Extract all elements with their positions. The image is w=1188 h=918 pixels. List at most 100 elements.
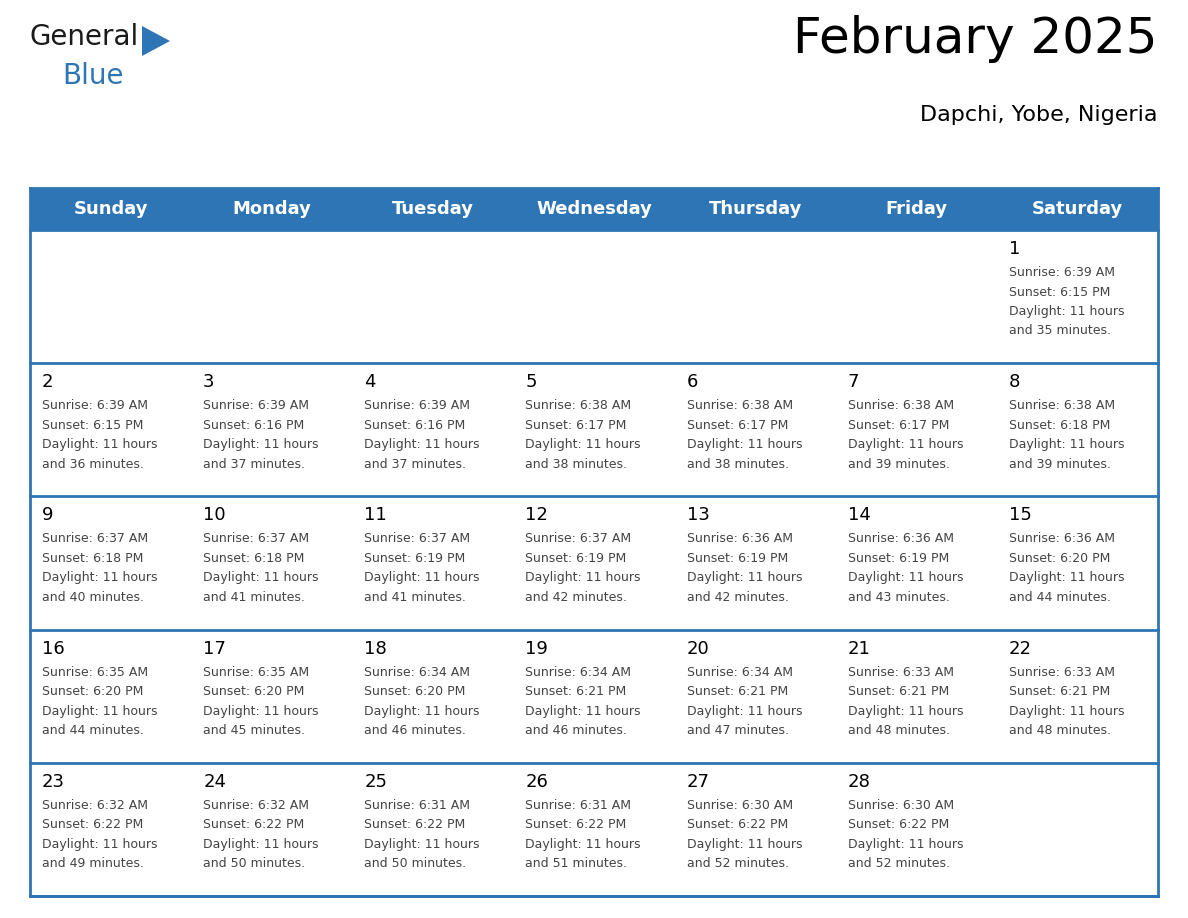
Text: Daylight: 11 hours: Daylight: 11 hours <box>525 838 642 851</box>
Text: 12: 12 <box>525 507 549 524</box>
Bar <box>353 630 513 763</box>
Text: and 47 minutes.: and 47 minutes. <box>687 724 789 737</box>
Bar <box>513 230 675 364</box>
Text: 16: 16 <box>42 640 65 657</box>
Text: 19: 19 <box>525 640 549 657</box>
Text: Daylight: 11 hours: Daylight: 11 hours <box>848 438 963 452</box>
Bar <box>835 497 997 630</box>
Text: and 52 minutes.: and 52 minutes. <box>848 857 949 870</box>
Bar <box>353 497 513 630</box>
Text: and 52 minutes.: and 52 minutes. <box>687 857 789 870</box>
Text: Tuesday: Tuesday <box>392 200 474 218</box>
Text: and 45 minutes.: and 45 minutes. <box>203 724 305 737</box>
Text: Daylight: 11 hours: Daylight: 11 hours <box>1009 438 1124 452</box>
Bar <box>835 230 997 364</box>
Text: and 37 minutes.: and 37 minutes. <box>203 458 305 471</box>
Text: Friday: Friday <box>885 200 947 218</box>
Text: Daylight: 11 hours: Daylight: 11 hours <box>848 571 963 585</box>
Text: Sunrise: 6:35 AM: Sunrise: 6:35 AM <box>203 666 309 678</box>
Text: and 43 minutes.: and 43 minutes. <box>848 591 949 604</box>
Text: Sunset: 6:22 PM: Sunset: 6:22 PM <box>848 818 949 832</box>
Text: Daylight: 11 hours: Daylight: 11 hours <box>42 438 158 452</box>
Text: and 36 minutes.: and 36 minutes. <box>42 458 144 471</box>
Bar <box>191 630 353 763</box>
Text: and 44 minutes.: and 44 minutes. <box>42 724 144 737</box>
Bar <box>191 763 353 896</box>
Text: Daylight: 11 hours: Daylight: 11 hours <box>1009 705 1124 718</box>
Bar <box>30 630 191 763</box>
Text: and 50 minutes.: and 50 minutes. <box>203 857 305 870</box>
Text: and 41 minutes.: and 41 minutes. <box>365 591 466 604</box>
Text: Sunrise: 6:35 AM: Sunrise: 6:35 AM <box>42 666 148 678</box>
Text: 27: 27 <box>687 773 709 790</box>
Bar <box>191 230 353 364</box>
Text: Sunset: 6:19 PM: Sunset: 6:19 PM <box>687 552 788 565</box>
Text: Sunrise: 6:37 AM: Sunrise: 6:37 AM <box>42 532 148 545</box>
Text: Sunrise: 6:37 AM: Sunrise: 6:37 AM <box>525 532 632 545</box>
Text: 15: 15 <box>1009 507 1031 524</box>
Polygon shape <box>143 26 170 56</box>
Bar <box>675 497 835 630</box>
Text: Sunset: 6:20 PM: Sunset: 6:20 PM <box>42 685 144 698</box>
Text: Monday: Monday <box>233 200 311 218</box>
Text: Sunrise: 6:37 AM: Sunrise: 6:37 AM <box>203 532 309 545</box>
Text: 3: 3 <box>203 374 215 391</box>
Text: Sunrise: 6:38 AM: Sunrise: 6:38 AM <box>1009 399 1116 412</box>
Text: General: General <box>30 23 139 51</box>
Text: Daylight: 11 hours: Daylight: 11 hours <box>848 838 963 851</box>
Text: Daylight: 11 hours: Daylight: 11 hours <box>365 705 480 718</box>
Bar <box>353 364 513 497</box>
Text: 17: 17 <box>203 640 226 657</box>
Text: Daylight: 11 hours: Daylight: 11 hours <box>1009 305 1124 318</box>
Text: Sunrise: 6:36 AM: Sunrise: 6:36 AM <box>1009 532 1114 545</box>
Text: Sunset: 6:19 PM: Sunset: 6:19 PM <box>525 552 627 565</box>
Text: Sunset: 6:19 PM: Sunset: 6:19 PM <box>365 552 466 565</box>
Text: Sunrise: 6:32 AM: Sunrise: 6:32 AM <box>42 799 148 812</box>
Text: Sunset: 6:19 PM: Sunset: 6:19 PM <box>848 552 949 565</box>
Bar <box>513 497 675 630</box>
Bar <box>997 630 1158 763</box>
Text: Sunrise: 6:32 AM: Sunrise: 6:32 AM <box>203 799 309 812</box>
Text: Sunset: 6:21 PM: Sunset: 6:21 PM <box>687 685 788 698</box>
Text: Sunset: 6:18 PM: Sunset: 6:18 PM <box>42 552 144 565</box>
Text: 5: 5 <box>525 374 537 391</box>
Text: 20: 20 <box>687 640 709 657</box>
Text: Daylight: 11 hours: Daylight: 11 hours <box>848 705 963 718</box>
Bar <box>353 763 513 896</box>
Text: Sunset: 6:21 PM: Sunset: 6:21 PM <box>1009 685 1110 698</box>
Text: Sunrise: 6:33 AM: Sunrise: 6:33 AM <box>848 666 954 678</box>
Text: Sunset: 6:22 PM: Sunset: 6:22 PM <box>525 818 627 832</box>
Bar <box>997 497 1158 630</box>
Text: Dapchi, Yobe, Nigeria: Dapchi, Yobe, Nigeria <box>921 105 1158 125</box>
Text: Daylight: 11 hours: Daylight: 11 hours <box>42 571 158 585</box>
Text: Daylight: 11 hours: Daylight: 11 hours <box>1009 571 1124 585</box>
Text: Sunset: 6:20 PM: Sunset: 6:20 PM <box>1009 552 1111 565</box>
Bar <box>30 230 191 364</box>
Text: and 46 minutes.: and 46 minutes. <box>365 724 466 737</box>
Text: and 46 minutes.: and 46 minutes. <box>525 724 627 737</box>
Text: Daylight: 11 hours: Daylight: 11 hours <box>365 838 480 851</box>
Text: and 37 minutes.: and 37 minutes. <box>365 458 466 471</box>
Text: 28: 28 <box>848 773 871 790</box>
Text: Sunset: 6:16 PM: Sunset: 6:16 PM <box>203 419 304 431</box>
Bar <box>513 763 675 896</box>
Text: and 42 minutes.: and 42 minutes. <box>687 591 789 604</box>
Text: Daylight: 11 hours: Daylight: 11 hours <box>203 705 318 718</box>
Text: Sunrise: 6:33 AM: Sunrise: 6:33 AM <box>1009 666 1114 678</box>
Text: and 49 minutes.: and 49 minutes. <box>42 857 144 870</box>
Text: Sunset: 6:22 PM: Sunset: 6:22 PM <box>42 818 144 832</box>
Text: and 39 minutes.: and 39 minutes. <box>848 458 949 471</box>
Text: Daylight: 11 hours: Daylight: 11 hours <box>203 438 318 452</box>
Text: and 48 minutes.: and 48 minutes. <box>1009 724 1111 737</box>
Text: Sunrise: 6:37 AM: Sunrise: 6:37 AM <box>365 532 470 545</box>
Text: Sunset: 6:15 PM: Sunset: 6:15 PM <box>42 419 144 431</box>
Text: Daylight: 11 hours: Daylight: 11 hours <box>687 438 802 452</box>
Text: 7: 7 <box>848 374 859 391</box>
Text: Sunrise: 6:38 AM: Sunrise: 6:38 AM <box>687 399 792 412</box>
Text: Daylight: 11 hours: Daylight: 11 hours <box>525 705 642 718</box>
Text: Daylight: 11 hours: Daylight: 11 hours <box>687 838 802 851</box>
Text: Sunrise: 6:39 AM: Sunrise: 6:39 AM <box>203 399 309 412</box>
Text: Sunset: 6:17 PM: Sunset: 6:17 PM <box>848 419 949 431</box>
Text: Sunrise: 6:31 AM: Sunrise: 6:31 AM <box>525 799 632 812</box>
Text: and 42 minutes.: and 42 minutes. <box>525 591 627 604</box>
